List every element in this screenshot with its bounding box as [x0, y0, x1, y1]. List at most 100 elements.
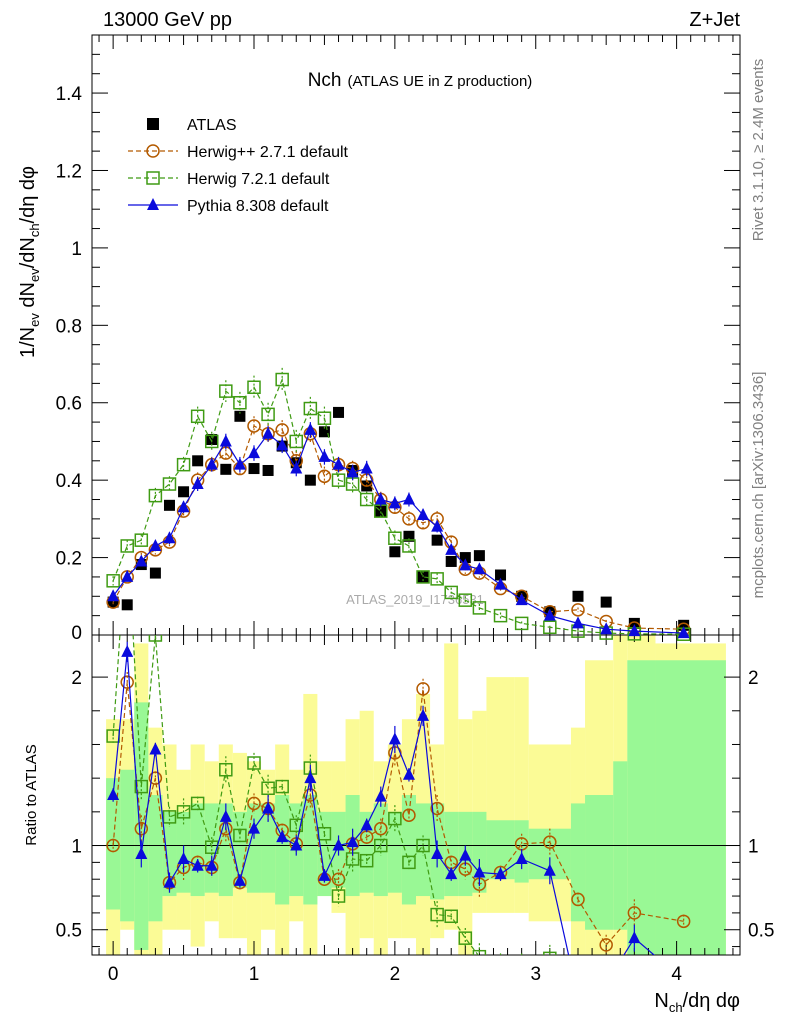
y-axis-label-main: 1/Nev dNev/dNch/dη dφ	[17, 166, 42, 358]
data-point	[346, 835, 359, 848]
data-point	[219, 384, 233, 398]
data-point	[416, 682, 430, 696]
legend-label: ATLAS	[187, 117, 237, 134]
green-band-bin	[444, 811, 459, 897]
legend-entry: Herwig 7.2.1 default	[128, 171, 330, 188]
y-tick-label-main: 0.4	[56, 471, 83, 492]
green-band-bin	[148, 795, 163, 922]
data-point	[494, 577, 507, 590]
data-point	[219, 434, 232, 447]
data-point	[627, 906, 642, 920]
data-point	[402, 855, 416, 870]
data-point	[403, 530, 415, 542]
data-point	[374, 838, 388, 853]
y-axis-label-ratio: Ratio to ATLAS	[23, 744, 40, 845]
data-point	[178, 486, 190, 498]
green-band-bin	[275, 795, 290, 905]
data-point	[458, 593, 473, 607]
data-point	[493, 608, 508, 623]
data-point	[514, 616, 529, 631]
data-point	[445, 555, 457, 567]
data-point	[459, 552, 471, 564]
side-label-mcplots: mcplots.cern.ch [arXiv:1306.3436]	[750, 372, 767, 599]
data-point	[219, 762, 233, 777]
data-point	[149, 742, 162, 755]
data-point	[417, 508, 430, 520]
data-point	[248, 446, 260, 459]
data-point	[417, 708, 430, 721]
data-point	[318, 449, 331, 462]
data-point	[304, 422, 317, 435]
data-point	[247, 380, 261, 395]
y-tick-label-main: 1.2	[56, 161, 82, 182]
data-point	[571, 603, 585, 617]
data-point	[430, 801, 444, 816]
data-point	[247, 796, 261, 811]
data-point	[388, 811, 402, 826]
series-herwig-7-2-1-default	[106, 367, 691, 641]
data-point	[402, 492, 415, 505]
data-point	[146, 171, 160, 185]
data-point	[473, 550, 485, 562]
data-point	[318, 426, 330, 438]
legend-label: Pythia 8.308 default	[187, 198, 329, 215]
data-point	[676, 914, 691, 929]
data-point	[543, 951, 557, 955]
data-point	[431, 519, 444, 532]
legend-entry: ATLAS	[147, 117, 237, 134]
data-point	[176, 457, 191, 472]
data-point	[106, 838, 120, 853]
green-band-bin	[261, 803, 276, 893]
data-point	[176, 805, 191, 819]
y-tick-label-main: 1	[71, 239, 82, 260]
y-tick-label-ratio-right: 0.5	[748, 921, 774, 942]
ratio-frame	[91, 634, 741, 956]
x-tick-label: 4	[671, 964, 682, 985]
data-point	[206, 434, 218, 446]
y-tick-label-ratio: 2	[71, 668, 82, 689]
data-point	[177, 852, 190, 864]
data-point	[346, 465, 359, 478]
data-point	[233, 457, 246, 470]
data-point	[148, 488, 163, 503]
data-point	[444, 585, 458, 600]
data-point	[148, 635, 163, 642]
data-point	[134, 533, 149, 547]
data-point	[445, 542, 458, 555]
data-point	[473, 865, 486, 878]
y-tick-label-ratio: 1	[71, 837, 82, 858]
data-point	[628, 624, 641, 637]
data-point	[515, 852, 528, 864]
data-point	[220, 463, 232, 475]
data-point	[107, 788, 120, 800]
ratio-series-pythia-8-308-default	[107, 641, 655, 955]
data-point	[191, 858, 204, 871]
data-point	[121, 644, 134, 657]
y-tick-label-ratio-right: 1	[748, 837, 759, 858]
data-point	[333, 406, 345, 418]
data-point	[275, 372, 289, 387]
data-point	[459, 848, 472, 861]
data-point	[147, 118, 159, 130]
green-band-bin	[373, 803, 388, 897]
main-series	[106, 367, 691, 641]
data-point	[191, 477, 204, 490]
data-point	[599, 938, 613, 952]
plot-title: Nch (ATLAS UE in Z production)	[308, 70, 533, 91]
data-point	[430, 907, 444, 922]
data-point	[163, 499, 175, 511]
data-point	[248, 821, 260, 834]
data-point	[515, 593, 528, 606]
data-point	[360, 818, 373, 831]
data-point	[149, 538, 162, 551]
legend: ATLAS Herwig++ 2.7.1 default Herwig 7.2.1 …	[128, 117, 349, 215]
data-point	[163, 875, 176, 888]
green-band-bin	[190, 803, 205, 897]
data-point	[416, 570, 430, 584]
data-point	[359, 492, 374, 507]
data-point	[262, 426, 275, 439]
green-band-bin	[627, 660, 656, 955]
data-point	[219, 809, 232, 822]
data-point	[317, 469, 332, 484]
legend-label: Herwig 7.2.1 default	[187, 171, 330, 188]
